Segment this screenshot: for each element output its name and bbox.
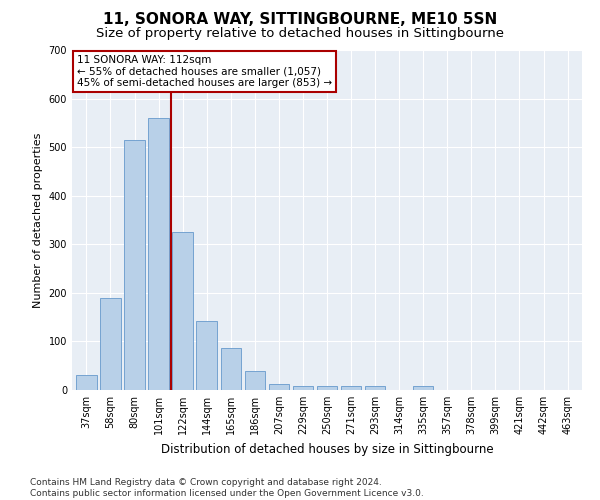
Bar (269, 384, 289, 390)
Bar (124, 140, 145, 390)
Bar (148, 118, 169, 390)
Bar (196, 321, 217, 390)
Text: Size of property relative to detached houses in Sittingbourne: Size of property relative to detached ho… (96, 28, 504, 40)
Text: 11, SONORA WAY, SITTINGBOURNE, ME10 5SN: 11, SONORA WAY, SITTINGBOURNE, ME10 5SN (103, 12, 497, 28)
Bar (365, 386, 385, 390)
Text: 11 SONORA WAY: 112sqm
← 55% of detached houses are smaller (1,057)
45% of semi-d: 11 SONORA WAY: 112sqm ← 55% of detached … (77, 55, 332, 88)
X-axis label: Distribution of detached houses by size in Sittingbourne: Distribution of detached houses by size … (161, 442, 493, 456)
Bar (317, 386, 337, 390)
Bar (76, 376, 97, 390)
Bar (413, 386, 433, 390)
Bar (341, 386, 361, 390)
Bar (172, 232, 193, 390)
Bar (245, 370, 265, 390)
Bar (100, 298, 121, 390)
Y-axis label: Number of detached properties: Number of detached properties (33, 132, 43, 308)
Text: Contains HM Land Registry data © Crown copyright and database right 2024.
Contai: Contains HM Land Registry data © Crown c… (30, 478, 424, 498)
Bar (293, 386, 313, 390)
Bar (221, 348, 241, 390)
